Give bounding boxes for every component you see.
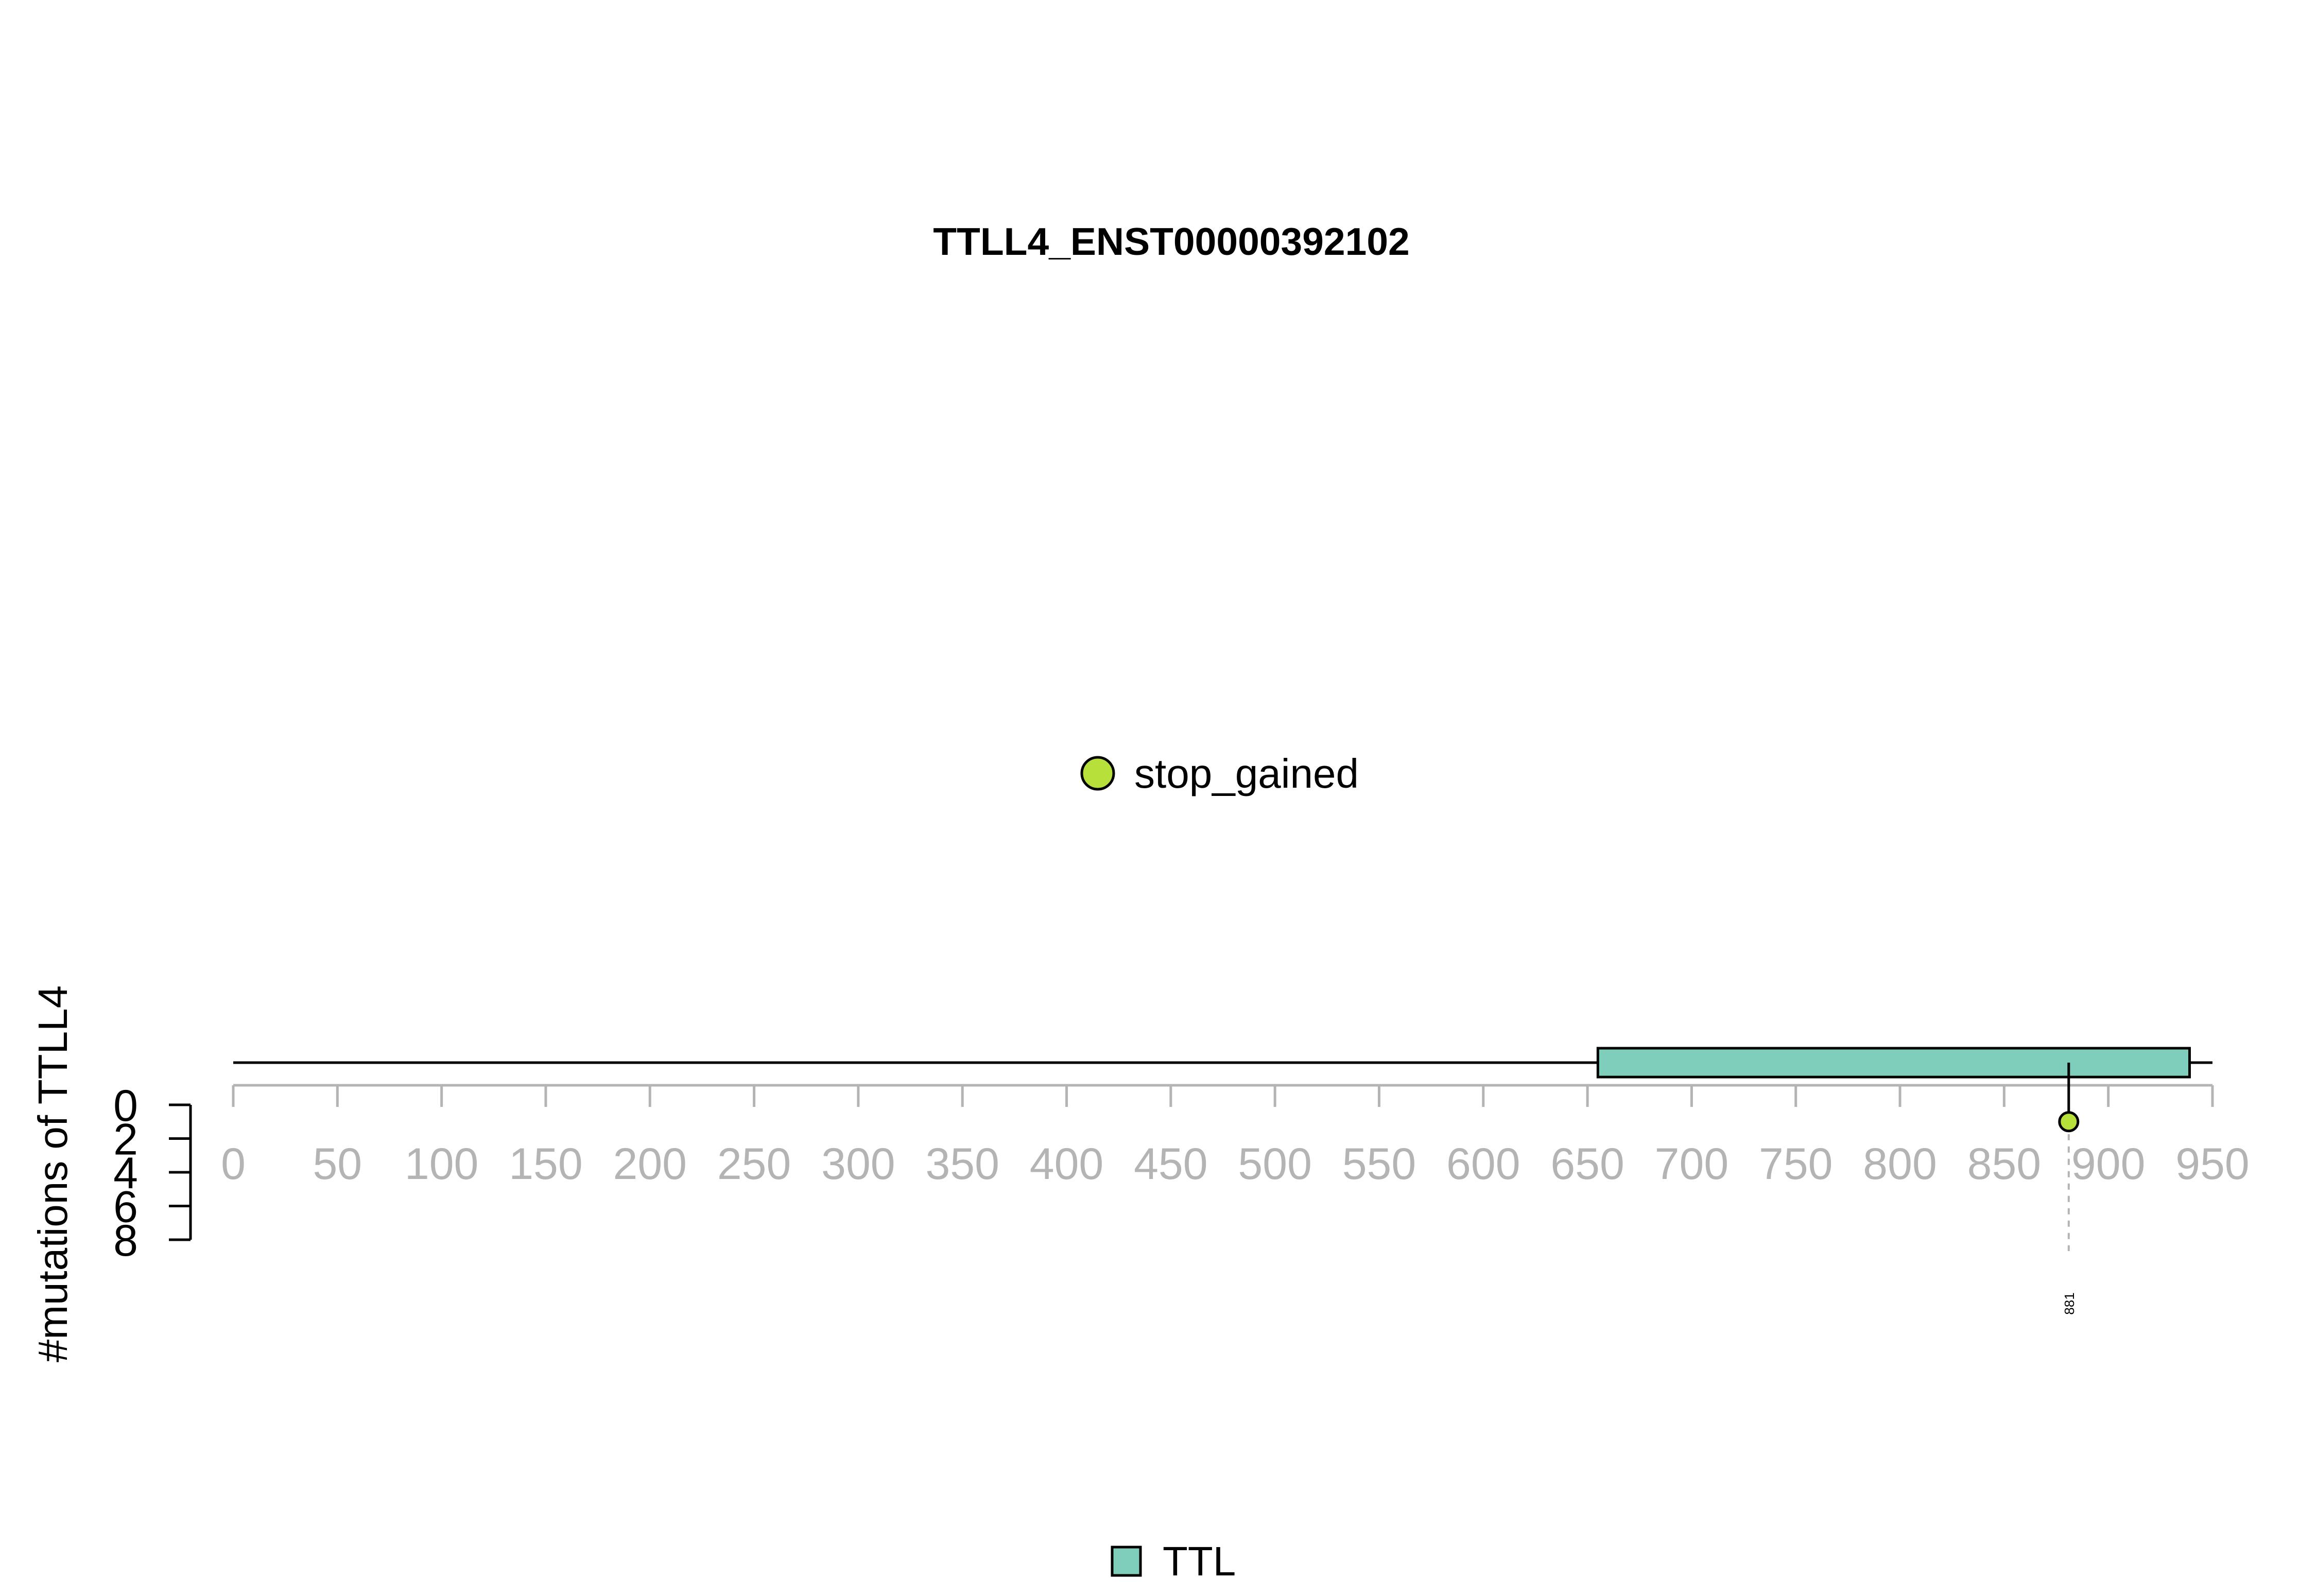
x-tick-label: 700 [1655,1139,1729,1189]
legend-swatch-ttl [1111,1546,1142,1577]
x-tick-label: 950 [2175,1139,2250,1189]
legend-label-stop-gained: stop_gained [1134,751,1359,796]
y-axis-label: #mutations of TTLL4 [30,985,76,1362]
y-tick-label: 8 [113,1216,138,1265]
x-tick-label: 800 [1863,1139,1937,1189]
mutation-legend: stop_gained [1080,751,1359,796]
x-tick-label: 100 [405,1139,479,1189]
x-tick-label: 900 [2071,1139,2146,1189]
y-tick-label: 2 [113,1115,138,1165]
x-tick-label: 200 [613,1139,687,1189]
y-tick-label: 6 [113,1183,138,1232]
legend-label-ttl: TTL [1163,1538,1236,1584]
mutation-point [2058,1111,2080,1133]
legend-marker-stop-gained [1080,756,1115,791]
x-tick-label: 750 [1759,1139,1833,1189]
chart-title: TTLL4_ENST00000392102 [933,220,1410,263]
x-tick-label: 550 [1342,1139,1416,1189]
x-tick-label: 50 [313,1139,362,1189]
y-tick-label: 0 [113,1081,138,1131]
x-tick-label: 150 [509,1139,583,1189]
x-tick-label: 0 [221,1139,246,1189]
x-tick-label: 300 [821,1139,895,1189]
x-tick-label: 500 [1238,1139,1312,1189]
x-tick-label: 850 [1967,1139,2042,1189]
x-tick-label: 350 [925,1139,999,1189]
plot-area: 0 50 100 150 200 250 300 350 400 450 500 550 600 650 7… [113,1047,2250,1315]
x-tick-label: 250 [717,1139,791,1189]
y-tick-label: 4 [113,1149,138,1198]
domain-ttl [1596,1047,2191,1079]
domain-legend: TTL [1111,1538,1236,1584]
x-tick-label: 400 [1030,1139,1104,1189]
x-tick-label: 450 [1134,1139,1208,1189]
x-tick-label: 650 [1550,1139,1624,1189]
x-tick-label: 600 [1446,1139,1520,1189]
mutation-position-label: 881 [2062,1292,2077,1314]
